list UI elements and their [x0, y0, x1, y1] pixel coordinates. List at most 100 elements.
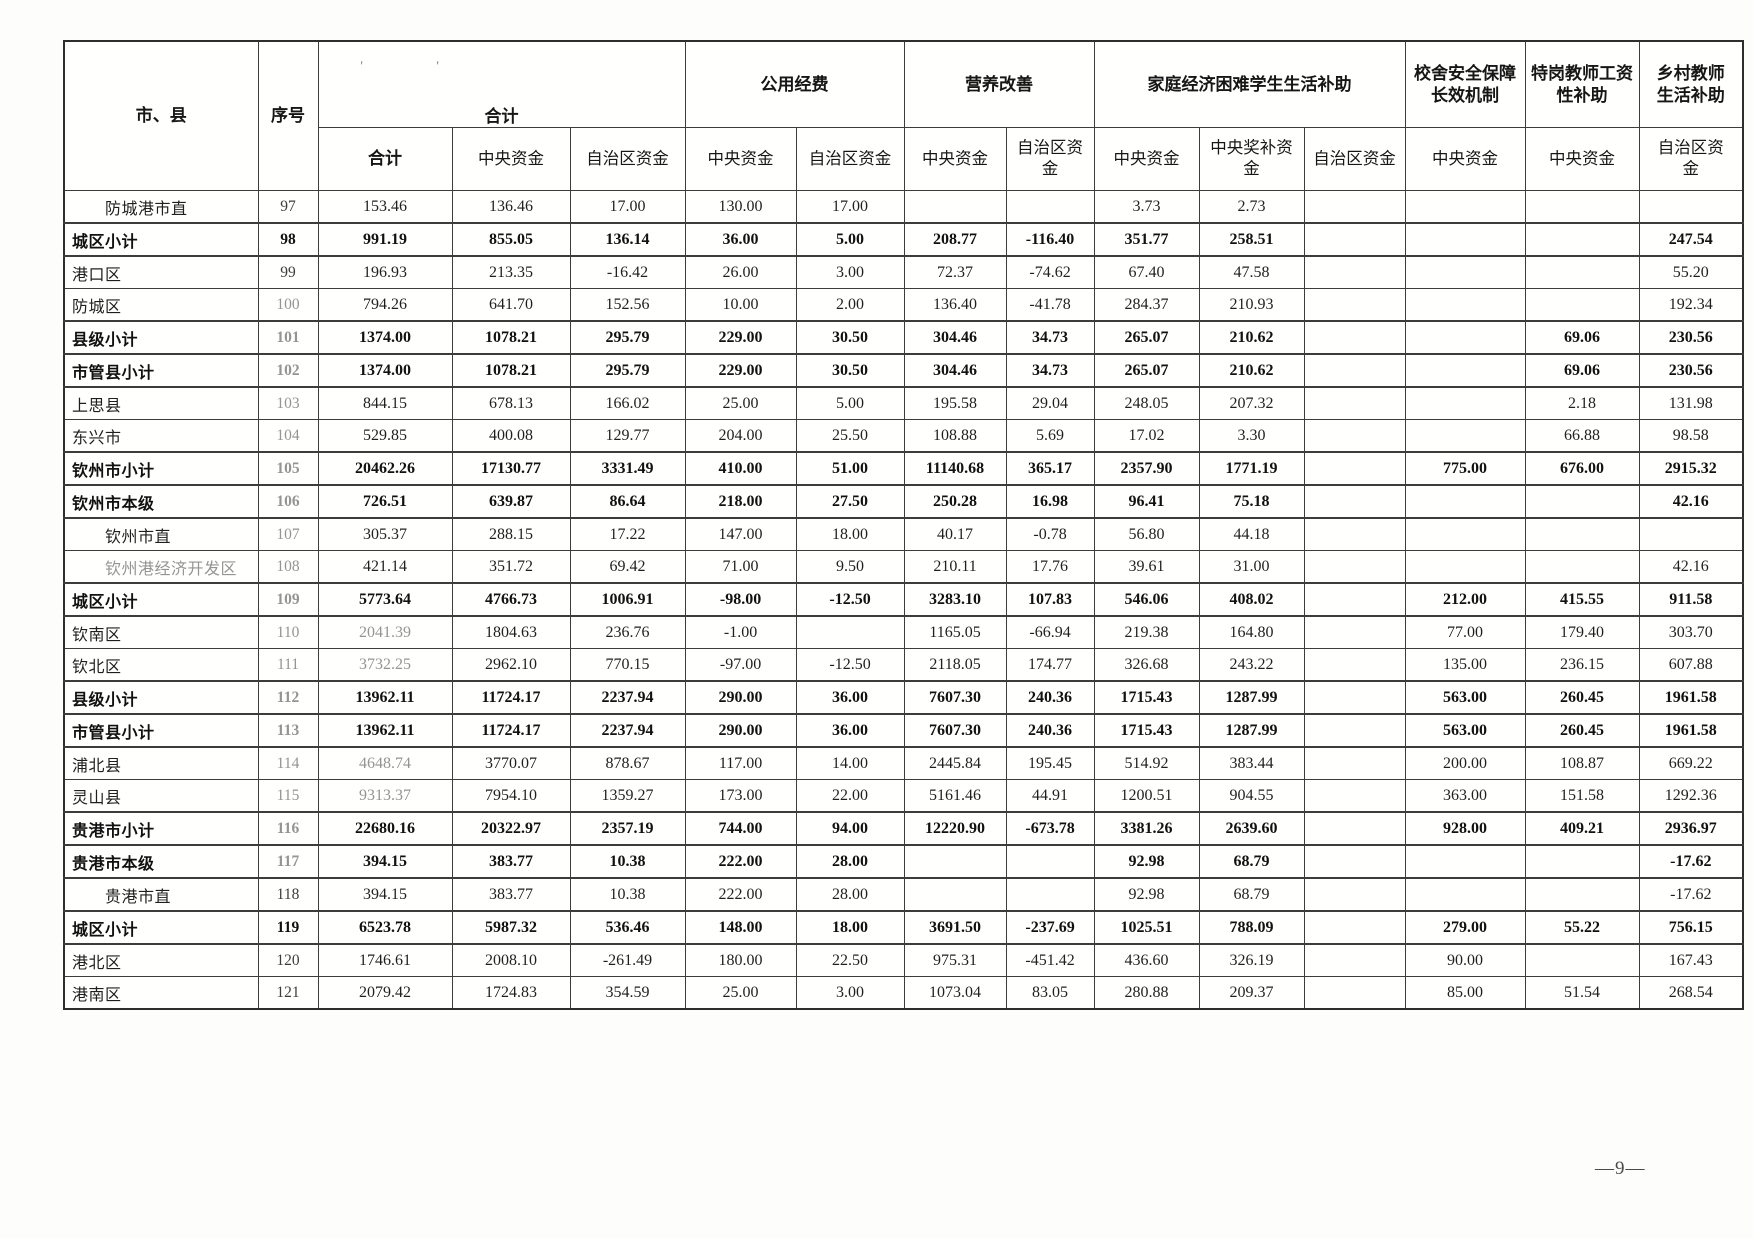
- value-cell: 3381.26: [1093, 811, 1200, 846]
- scan-tick-mark: ': [436, 58, 439, 73]
- value-cell: 911.58: [1638, 582, 1744, 617]
- value-cell: 195.58: [903, 386, 1007, 420]
- value-cell: 22680.16: [317, 811, 453, 846]
- value-cell: 304.46: [903, 320, 1007, 355]
- value-cell: 2079.42: [317, 976, 453, 1010]
- seq-cell: 107: [257, 517, 319, 551]
- value-cell: 69.06: [1524, 353, 1640, 388]
- value-cell: 303.70: [1638, 615, 1744, 649]
- value-cell: 17.00: [569, 190, 686, 224]
- value-cell: -261.49: [569, 943, 686, 977]
- value-cell: 744.00: [684, 811, 797, 846]
- value-cell: 436.60: [1093, 943, 1200, 977]
- value-cell: 108.88: [903, 419, 1007, 453]
- value-cell: 3691.50: [903, 910, 1007, 945]
- value-cell: [903, 190, 1007, 224]
- value-cell: 67.40: [1093, 255, 1200, 289]
- value-cell: 209.37: [1198, 976, 1305, 1010]
- value-cell: 2118.05: [903, 648, 1007, 682]
- region-name-cell: 县级小计: [63, 680, 259, 715]
- value-cell: 1165.05: [903, 615, 1007, 649]
- value-cell: 222.00: [684, 844, 797, 879]
- value-cell: [1005, 190, 1095, 224]
- value-cell: 3770.07: [451, 746, 571, 780]
- value-cell: [1303, 746, 1406, 780]
- value-cell: [1404, 320, 1526, 355]
- value-cell: [1303, 320, 1406, 355]
- value-cell: 167.43: [1638, 943, 1744, 977]
- value-cell: 410.00: [684, 451, 797, 486]
- value-cell: 153.46: [317, 190, 453, 224]
- header-seq-column: 序号: [257, 40, 319, 191]
- value-cell: 5773.64: [317, 582, 453, 617]
- value-cell: 42.16: [1638, 484, 1744, 519]
- table-row: 钦州市本级 106 726.51 639.87 86.64 218.00 27.50 250.…: [63, 484, 1744, 519]
- value-cell: 147.00: [684, 517, 797, 551]
- region-name-cell: 港北区: [63, 943, 259, 977]
- value-cell: 279.00: [1404, 910, 1526, 945]
- value-cell: 295.79: [569, 320, 686, 355]
- region-name-cell: 钦州市直: [63, 517, 259, 551]
- value-cell: 770.15: [569, 648, 686, 682]
- value-cell: 9313.37: [317, 779, 453, 813]
- value-cell: 20462.26: [317, 451, 453, 486]
- value-cell: 305.37: [317, 517, 453, 551]
- value-cell: 2237.94: [569, 680, 686, 715]
- value-cell: 230.56: [1638, 353, 1744, 388]
- value-cell: 11724.17: [451, 680, 571, 715]
- value-cell: 44.91: [1005, 779, 1095, 813]
- value-cell: 200.00: [1404, 746, 1526, 780]
- value-cell: 975.31: [903, 943, 1007, 977]
- value-cell: -17.62: [1638, 877, 1744, 912]
- value-cell: 14.00: [795, 746, 905, 780]
- value-cell: [1524, 484, 1640, 519]
- value-cell: 30.50: [795, 353, 905, 388]
- seq-cell: 100: [257, 288, 319, 322]
- page-number: —9—: [1595, 1158, 1646, 1179]
- value-cell: 17.22: [569, 517, 686, 551]
- value-cell: [1303, 550, 1406, 584]
- value-cell: [1303, 648, 1406, 682]
- subheader-central-funds: 中央资金: [1093, 127, 1200, 191]
- value-cell: [1404, 419, 1526, 453]
- value-cell: 290.00: [684, 713, 797, 748]
- value-cell: 135.00: [1404, 648, 1526, 682]
- value-cell: 29.04: [1005, 386, 1095, 420]
- value-cell: 607.88: [1638, 648, 1744, 682]
- value-cell: 563.00: [1404, 713, 1526, 748]
- header-group-row: 市、县 序号 ' ' 合计 公用经费 营养改善 家庭经济困难学生生活补助 校舍安…: [63, 40, 1744, 191]
- value-cell: [1303, 615, 1406, 649]
- value-cell: 641.70: [451, 288, 571, 322]
- seq-cell: 110: [257, 615, 319, 649]
- seq-cell: 104: [257, 419, 319, 453]
- value-cell: 11140.68: [903, 451, 1007, 486]
- value-cell: [1303, 222, 1406, 257]
- value-cell: 415.55: [1524, 582, 1640, 617]
- value-cell: [1303, 680, 1406, 715]
- value-cell: 383.44: [1198, 746, 1305, 780]
- header-group-total: ' ' 合计: [317, 40, 686, 128]
- value-cell: 222.00: [684, 877, 797, 912]
- value-cell: 36.00: [795, 713, 905, 748]
- value-cell: 1961.58: [1638, 713, 1744, 748]
- seq-cell: 101: [257, 320, 319, 355]
- value-cell: 16.98: [1005, 484, 1095, 519]
- value-cell: [1524, 550, 1640, 584]
- value-cell: [1524, 288, 1640, 322]
- value-cell: [1404, 255, 1526, 289]
- value-cell: 10.38: [569, 877, 686, 912]
- seq-cell: 119: [257, 910, 319, 945]
- value-cell: 268.54: [1638, 976, 1744, 1010]
- value-cell: 22.00: [795, 779, 905, 813]
- value-cell: [1303, 877, 1406, 912]
- value-cell: -98.00: [684, 582, 797, 617]
- value-cell: 55.22: [1524, 910, 1640, 945]
- seq-cell: 117: [257, 844, 319, 879]
- value-cell: 2008.10: [451, 943, 571, 977]
- value-cell: 284.37: [1093, 288, 1200, 322]
- value-cell: 196.93: [317, 255, 453, 289]
- value-cell: [1404, 288, 1526, 322]
- value-cell: [1524, 222, 1640, 257]
- value-cell: 394.15: [317, 844, 453, 879]
- value-cell: -12.50: [795, 648, 905, 682]
